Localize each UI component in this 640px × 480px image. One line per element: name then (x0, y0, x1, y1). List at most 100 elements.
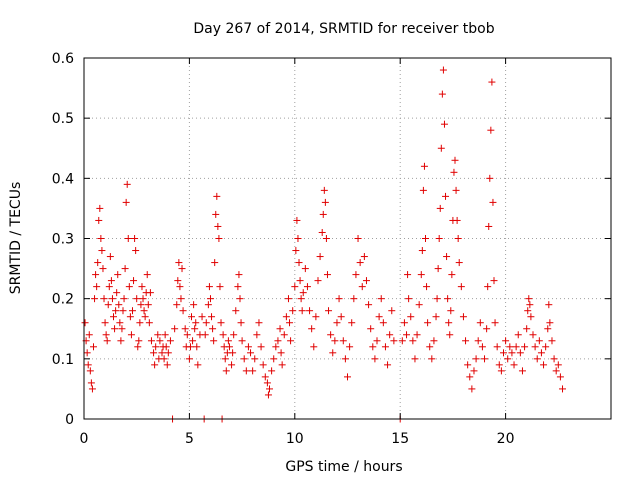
data-point (540, 361, 548, 369)
data-point (112, 307, 120, 315)
data-point (310, 343, 318, 351)
data-point (435, 235, 443, 242)
data-point (544, 325, 552, 333)
data-point (185, 355, 193, 363)
data-point (444, 295, 452, 303)
data-point (545, 301, 553, 309)
data-point (533, 355, 541, 363)
data-point (415, 301, 423, 309)
x-tick-label: 20 (497, 431, 515, 447)
data-point (83, 349, 91, 357)
data-point (526, 301, 534, 309)
data-point (209, 325, 217, 333)
data-point (404, 271, 412, 279)
data-point (472, 355, 480, 363)
data-point (490, 277, 498, 285)
y-tick-label: 0.4 (52, 171, 74, 187)
data-point (188, 313, 196, 321)
data-point (542, 343, 550, 351)
data-point (85, 331, 93, 339)
data-point (356, 259, 364, 267)
data-point (407, 313, 415, 321)
data-point (502, 337, 510, 345)
data-point (214, 222, 222, 230)
y-axis-label: SRMTID / TECUs (8, 182, 24, 295)
data-point (98, 247, 106, 255)
data-point (111, 325, 119, 333)
data-point (189, 337, 197, 345)
y-tick-label: 0.3 (52, 232, 74, 248)
data-point (524, 307, 532, 315)
data-point (318, 228, 326, 236)
data-point (486, 174, 494, 182)
data-point (222, 367, 230, 375)
data-point (136, 319, 144, 327)
data-point (154, 331, 162, 339)
data-point (230, 331, 238, 339)
data-point (104, 301, 112, 309)
data-point (443, 253, 451, 261)
data-point (224, 337, 232, 345)
data-point (210, 337, 218, 345)
data-point (277, 349, 285, 357)
data-point (95, 216, 103, 224)
data-point (251, 355, 259, 363)
data-point (96, 204, 104, 212)
data-point (99, 265, 107, 273)
data-point (377, 295, 385, 303)
data-point (132, 247, 140, 255)
data-point (493, 343, 501, 351)
data-point (163, 361, 171, 369)
data-point (217, 319, 225, 327)
data-point (244, 343, 252, 351)
data-point (160, 355, 168, 363)
data-point (398, 337, 406, 345)
data-point (430, 337, 438, 345)
data-point (216, 283, 224, 291)
data-point (419, 186, 427, 194)
data-point (466, 373, 474, 381)
data-point (327, 331, 335, 339)
data-point (138, 283, 146, 291)
data-point (127, 331, 135, 339)
data-point (323, 271, 331, 279)
data-point (504, 355, 512, 363)
data-point (198, 313, 206, 321)
data-point (344, 373, 351, 381)
data-point (481, 355, 489, 363)
data-point (164, 349, 172, 357)
data-point (123, 180, 131, 188)
data-point (339, 337, 347, 345)
data-point (261, 373, 269, 381)
data-point (276, 325, 284, 333)
data-point (455, 259, 463, 267)
data-point (426, 343, 434, 351)
data-point (191, 325, 199, 333)
data-point (462, 337, 470, 345)
data-point (247, 349, 255, 357)
data-point (556, 373, 564, 381)
data-point (145, 319, 153, 327)
data-point (211, 259, 219, 267)
data-point (121, 265, 129, 273)
data-point (459, 313, 467, 321)
data-point (438, 90, 446, 98)
data-point (152, 343, 160, 351)
data-point (489, 198, 497, 206)
data-point (537, 349, 545, 357)
data-point (105, 283, 113, 291)
data-point (373, 337, 381, 345)
data-point (228, 361, 236, 369)
data-point (284, 295, 292, 303)
data-point (204, 301, 212, 309)
data-point (193, 343, 201, 351)
data-point (418, 247, 426, 255)
data-point (286, 319, 294, 327)
data-point (348, 319, 356, 327)
data-point (232, 307, 240, 315)
data-point (253, 331, 261, 339)
data-point (118, 325, 126, 333)
data-point (235, 271, 243, 279)
data-point (487, 126, 495, 134)
data-point (510, 361, 518, 369)
